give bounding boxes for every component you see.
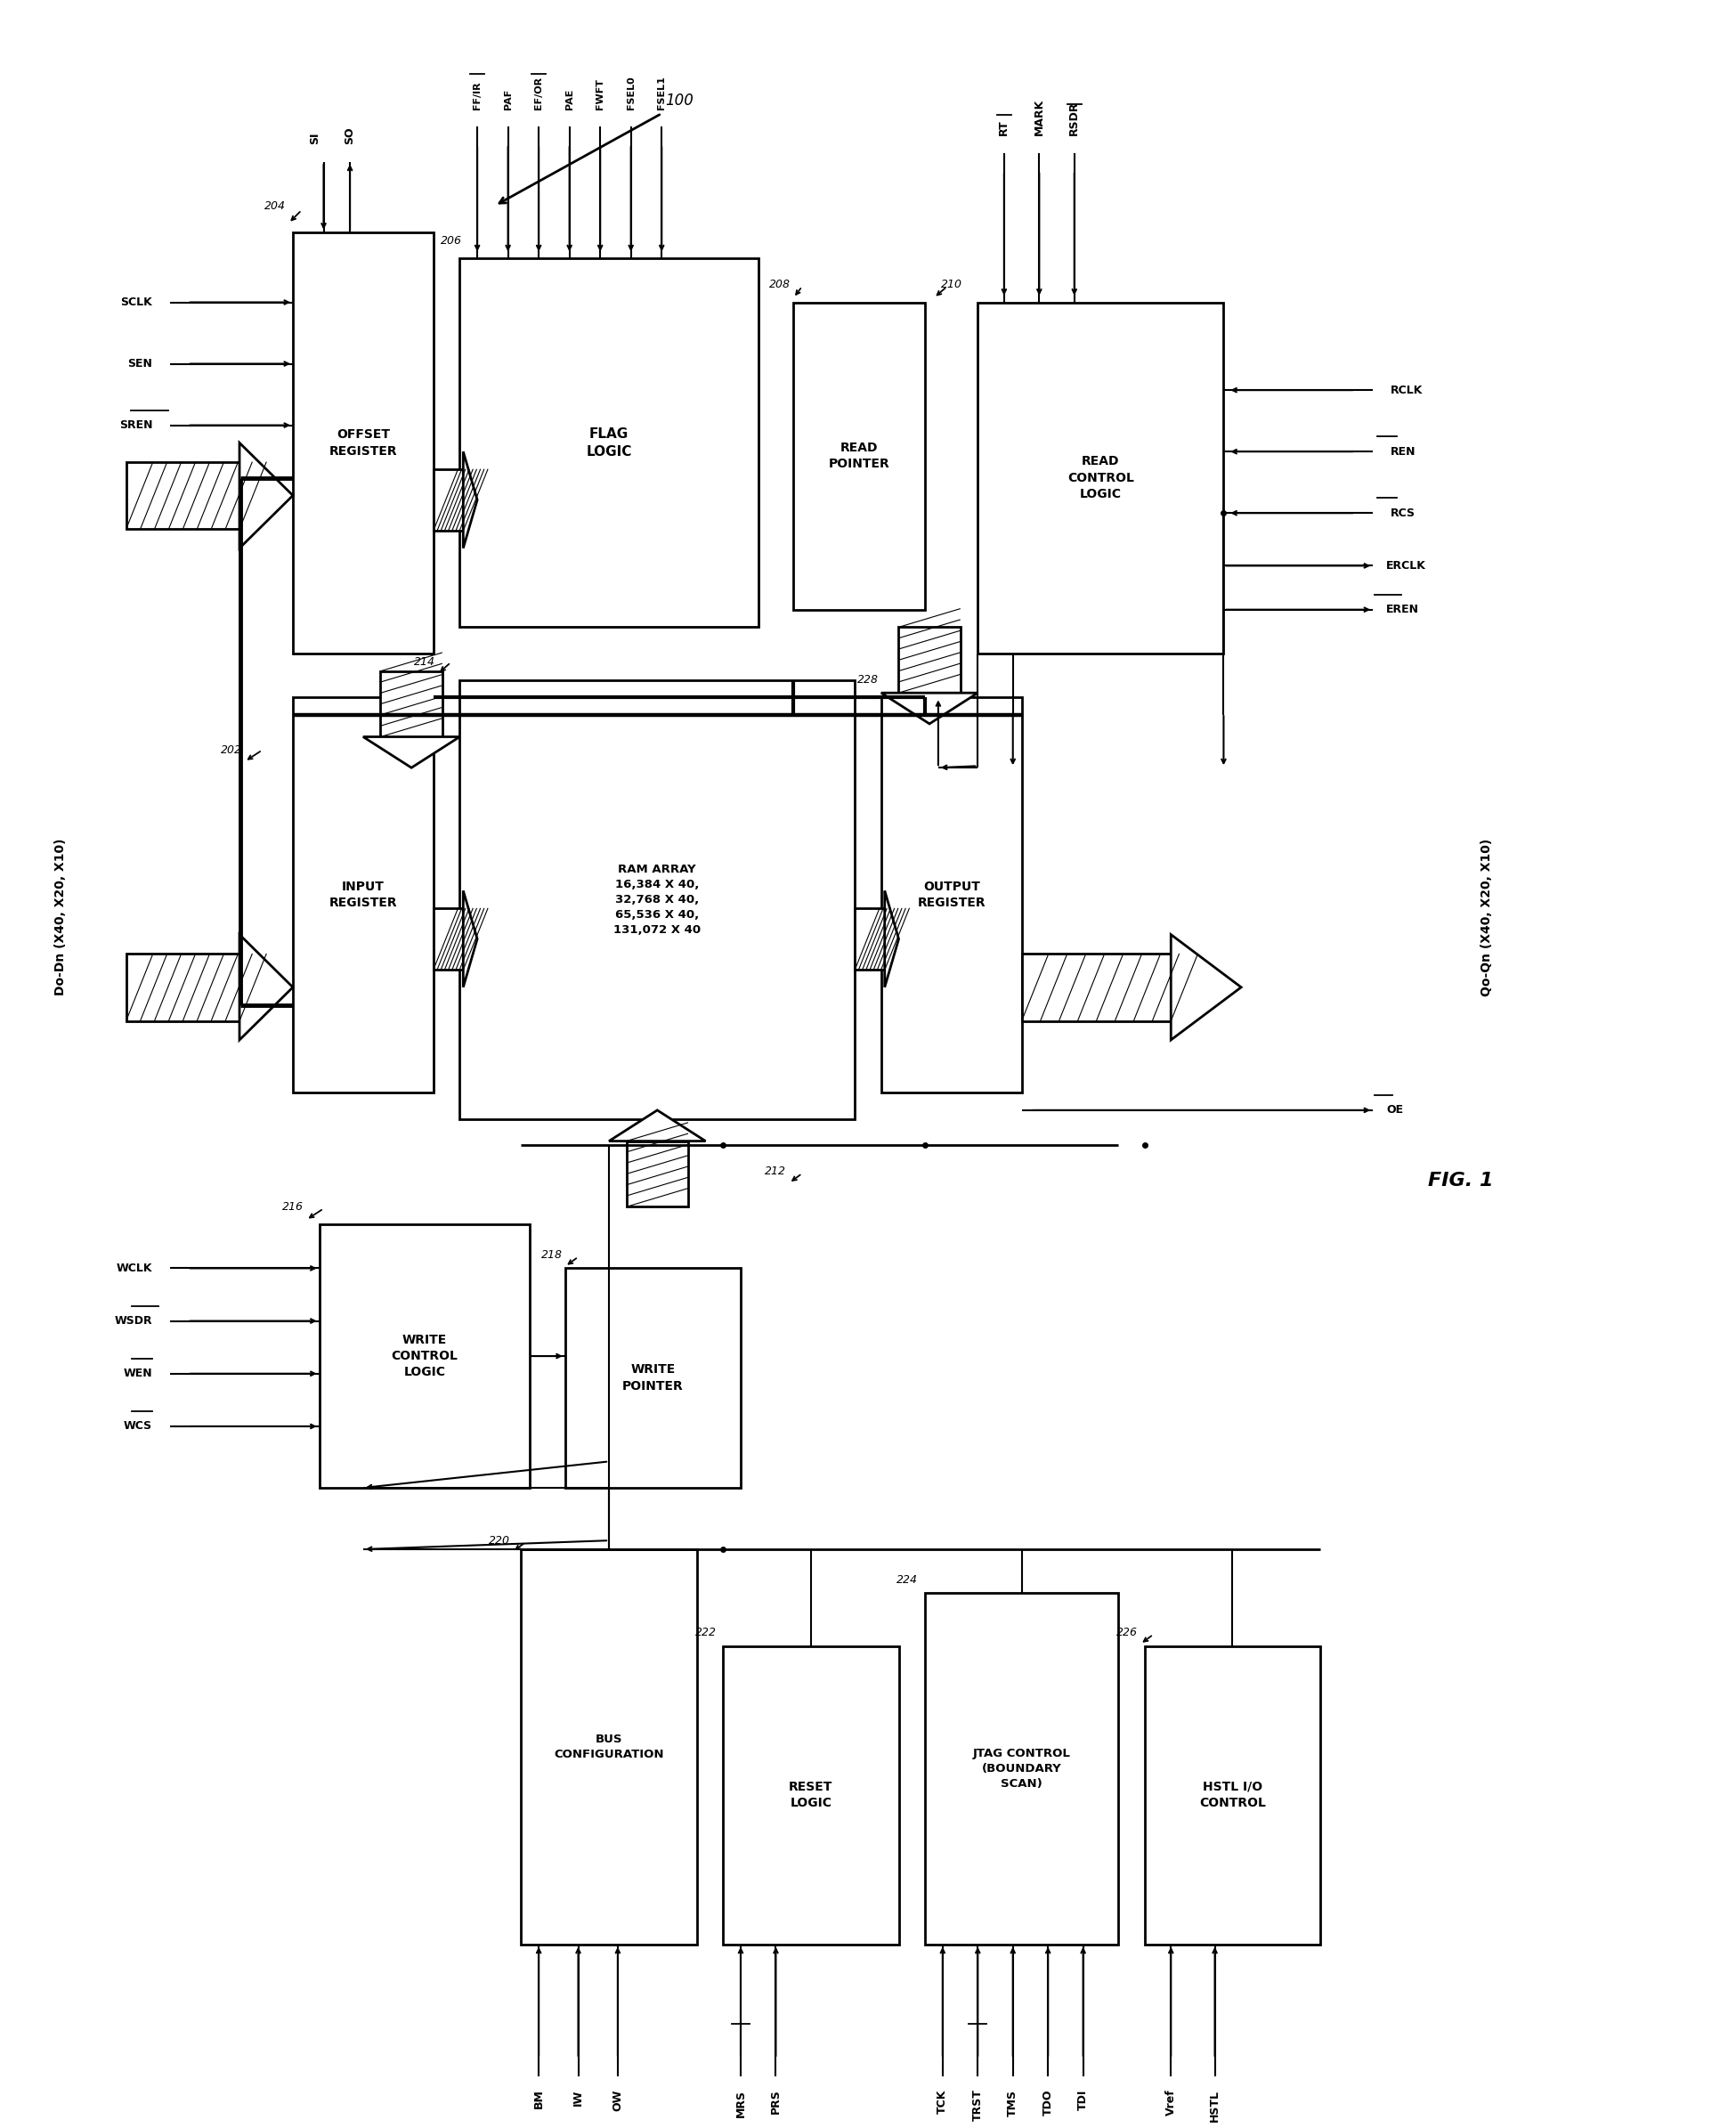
Text: 228: 228 xyxy=(858,675,878,685)
Bar xyxy=(1023,953,1170,1021)
Bar xyxy=(460,257,759,628)
Text: 220: 220 xyxy=(488,1534,510,1547)
Text: FSEL0: FSEL0 xyxy=(627,74,635,109)
Text: RAM ARRAY
16,384 X 40,
32,768 X 40,
65,536 X 40,
131,072 X 40: RAM ARRAY 16,384 X 40, 32,768 X 40, 65,5… xyxy=(613,864,701,936)
Text: FSEL1: FSEL1 xyxy=(658,74,667,109)
Bar xyxy=(1144,1645,1319,1945)
Text: Vref: Vref xyxy=(1165,2090,1177,2115)
Text: WSDR: WSDR xyxy=(115,1315,153,1326)
Text: FWFT: FWFT xyxy=(595,79,604,109)
Bar xyxy=(460,679,854,1119)
Text: SEN: SEN xyxy=(127,358,153,370)
Bar xyxy=(925,1594,1118,1945)
Text: READ
CONTROL
LOGIC: READ CONTROL LOGIC xyxy=(1068,455,1134,500)
Bar xyxy=(127,462,240,530)
Text: FIG. 1: FIG. 1 xyxy=(1429,1173,1493,1190)
Bar xyxy=(627,1141,687,1207)
Text: ERCLK: ERCLK xyxy=(1385,560,1425,572)
Text: EREN: EREN xyxy=(1385,604,1418,615)
Text: TRST: TRST xyxy=(972,2090,984,2122)
Text: MARK: MARK xyxy=(1033,98,1045,136)
Bar xyxy=(319,1224,529,1487)
Text: READ
POINTER: READ POINTER xyxy=(828,440,891,470)
Text: 214: 214 xyxy=(413,658,436,668)
Text: PAE: PAE xyxy=(564,87,575,109)
Text: SREN: SREN xyxy=(120,419,153,432)
Text: SCLK: SCLK xyxy=(120,296,153,309)
Bar xyxy=(566,1268,741,1487)
Text: RESET
LOGIC: RESET LOGIC xyxy=(788,1781,833,1809)
Bar xyxy=(127,953,240,1021)
Text: HSTL I/O
CONTROL: HSTL I/O CONTROL xyxy=(1200,1781,1266,1809)
Polygon shape xyxy=(882,694,977,724)
Text: PAF: PAF xyxy=(503,89,512,109)
Text: TMS: TMS xyxy=(1007,2090,1019,2115)
Text: 212: 212 xyxy=(766,1166,786,1177)
Text: WRITE
CONTROL
LOGIC: WRITE CONTROL LOGIC xyxy=(391,1334,458,1379)
Polygon shape xyxy=(240,934,293,1041)
Text: WCLK: WCLK xyxy=(116,1262,153,1275)
Polygon shape xyxy=(1170,934,1241,1041)
Text: BM: BM xyxy=(533,2090,545,2109)
Text: OFFSET
REGISTER: OFFSET REGISTER xyxy=(330,428,398,458)
Text: OW: OW xyxy=(613,2090,623,2111)
Text: OE: OE xyxy=(1385,1104,1403,1115)
Bar xyxy=(854,909,885,970)
Bar xyxy=(899,628,960,694)
Text: 218: 218 xyxy=(542,1249,562,1262)
Text: Do-Dn (X40, X20, X10): Do-Dn (X40, X20, X10) xyxy=(54,838,66,996)
Text: TDO: TDO xyxy=(1042,2090,1054,2115)
Text: TDI: TDI xyxy=(1078,2090,1088,2111)
Text: OUTPUT
REGISTER: OUTPUT REGISTER xyxy=(917,881,986,909)
Text: TCK: TCK xyxy=(937,2090,948,2113)
Text: REN: REN xyxy=(1391,445,1417,458)
Text: RCS: RCS xyxy=(1391,506,1415,519)
Text: BUS
CONFIGURATION: BUS CONFIGURATION xyxy=(554,1734,663,1760)
Text: INPUT
REGISTER: INPUT REGISTER xyxy=(330,881,398,909)
Bar xyxy=(293,232,434,653)
Text: Qo-Qn (X40, X20, X10): Qo-Qn (X40, X20, X10) xyxy=(1481,838,1493,996)
Text: JTAG CONTROL
(BOUNDARY
SCAN): JTAG CONTROL (BOUNDARY SCAN) xyxy=(972,1747,1071,1790)
Bar xyxy=(977,302,1224,653)
Polygon shape xyxy=(363,736,460,768)
Bar xyxy=(793,302,925,609)
Polygon shape xyxy=(464,451,477,549)
Text: MRS: MRS xyxy=(734,2090,746,2117)
Text: RT: RT xyxy=(998,119,1010,136)
Text: PRS: PRS xyxy=(771,2090,781,2113)
Text: FF/IR: FF/IR xyxy=(472,81,481,109)
Bar xyxy=(521,1549,696,1945)
Text: 226: 226 xyxy=(1116,1628,1137,1639)
Bar xyxy=(882,698,1023,1092)
Bar xyxy=(380,670,443,736)
Text: SI: SI xyxy=(309,132,321,145)
Text: 216: 216 xyxy=(283,1200,304,1213)
Bar xyxy=(434,909,464,970)
Text: EF/OR: EF/OR xyxy=(535,77,543,109)
Text: WCS: WCS xyxy=(123,1422,153,1432)
Polygon shape xyxy=(240,443,293,549)
Text: HSTL: HSTL xyxy=(1208,2090,1220,2122)
Bar xyxy=(434,468,464,530)
Text: 100: 100 xyxy=(665,92,693,109)
Text: 208: 208 xyxy=(769,279,792,292)
Text: WRITE
POINTER: WRITE POINTER xyxy=(621,1364,684,1392)
Text: FLAG
LOGIC: FLAG LOGIC xyxy=(587,428,632,458)
Text: 202: 202 xyxy=(220,745,241,755)
Text: IW: IW xyxy=(573,2090,583,2105)
Text: 206: 206 xyxy=(441,234,462,247)
Polygon shape xyxy=(609,1111,705,1141)
Bar xyxy=(724,1645,899,1945)
Text: RSDR: RSDR xyxy=(1069,102,1080,136)
Polygon shape xyxy=(464,892,477,987)
Text: RCLK: RCLK xyxy=(1391,385,1424,396)
Bar xyxy=(293,698,434,1092)
Text: WEN: WEN xyxy=(123,1368,153,1379)
Polygon shape xyxy=(885,892,899,987)
Text: 224: 224 xyxy=(898,1575,918,1585)
Text: 222: 222 xyxy=(694,1628,717,1639)
Text: SO: SO xyxy=(344,128,356,145)
Text: 210: 210 xyxy=(941,279,962,292)
Text: 204: 204 xyxy=(264,200,286,211)
